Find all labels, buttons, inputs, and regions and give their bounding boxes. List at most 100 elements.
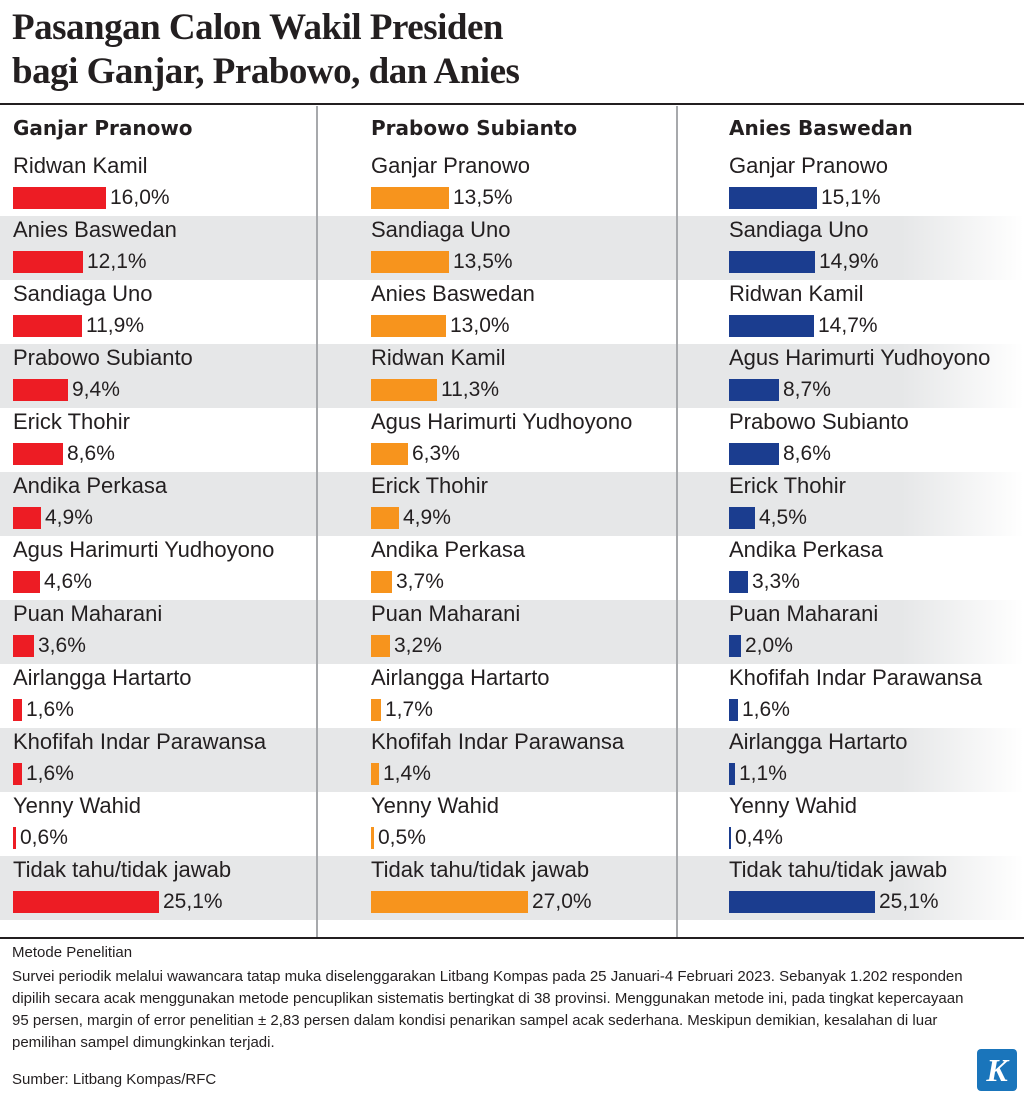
bar-label: Sandiaga Uno — [729, 217, 869, 242]
bar — [13, 443, 63, 465]
data-label: 11,3% — [441, 378, 499, 401]
data-label: 4,6% — [44, 570, 92, 593]
panel-header: Prabowo Subianto — [371, 116, 578, 140]
data-label: 3,3% — [752, 570, 800, 593]
bar-label: Prabowo Subianto — [13, 345, 193, 370]
title-line-2: bagi Ganjar, Prabowo, dan Anies — [12, 51, 520, 92]
bar-label: Prabowo Subianto — [729, 409, 909, 434]
bar-label: Khofifah Indar Parawansa — [729, 665, 983, 690]
bar-label: Erick Thohir — [371, 473, 488, 498]
data-label: 25,1% — [163, 890, 223, 913]
bar — [13, 187, 106, 209]
data-label: 0,6% — [20, 826, 68, 849]
panel-header: Anies Baswedan — [729, 116, 913, 140]
data-label: 13,5% — [453, 186, 513, 209]
bar — [13, 251, 83, 273]
bar-label: Khofifah Indar Parawansa — [371, 729, 625, 754]
bar — [729, 379, 779, 401]
bar-label: Airlangga Hartarto — [729, 729, 908, 754]
methodology-title: Metode Penelitian — [12, 944, 133, 961]
data-label: 6,3% — [412, 442, 460, 465]
bar-label: Puan Maharani — [371, 601, 521, 626]
data-label: 11,9% — [86, 314, 144, 337]
bar — [371, 443, 408, 465]
data-label: 25,1% — [879, 890, 939, 913]
bar-label: Puan Maharani — [13, 601, 163, 626]
bar — [729, 763, 735, 785]
bar-label: Ridwan Kamil — [729, 281, 864, 306]
bar-label: Anies Baswedan — [371, 281, 535, 306]
panel-header: Ganjar Pranowo — [13, 116, 193, 140]
row-stripe — [0, 344, 1024, 408]
data-label: 27,0% — [532, 890, 592, 913]
data-label: 1,6% — [26, 762, 74, 785]
bar-label: Erick Thohir — [13, 409, 130, 434]
bar-label: Airlangga Hartarto — [13, 665, 192, 690]
bar-label: Puan Maharani — [729, 601, 879, 626]
bar — [13, 891, 159, 913]
data-label: 4,9% — [45, 506, 93, 529]
data-label: 12,1% — [87, 250, 147, 273]
bar-label: Ridwan Kamil — [371, 345, 506, 370]
data-label: 13,0% — [450, 314, 510, 337]
bar — [371, 251, 449, 273]
data-label: 1,4% — [383, 762, 431, 785]
bar-label: Andika Perkasa — [13, 473, 168, 498]
data-label: 16,0% — [110, 186, 170, 209]
top-rule — [0, 103, 1024, 105]
bar-label: Sandiaga Uno — [371, 217, 511, 242]
data-label: 3,7% — [396, 570, 444, 593]
data-label: 3,6% — [38, 634, 86, 657]
bar — [13, 763, 22, 785]
bottom-rule — [0, 937, 1024, 939]
bar — [729, 187, 817, 209]
bar-label: Ganjar Pranowo — [371, 153, 530, 178]
data-label: 14,9% — [819, 250, 879, 273]
data-label: 8,6% — [67, 442, 115, 465]
data-label: 8,6% — [783, 442, 831, 465]
bar-label: Agus Harimurti Yudhoyono — [13, 537, 275, 562]
bar-label: Tidak tahu/tidak jawab — [13, 857, 232, 882]
bar — [729, 507, 755, 529]
bar — [371, 699, 381, 721]
kompas-logo: K — [977, 1049, 1017, 1091]
bar-label: Yenny Wahid — [371, 793, 500, 818]
data-label: 14,7% — [818, 314, 878, 337]
bar-label: Andika Perkasa — [729, 537, 884, 562]
bar-label: Tidak tahu/tidak jawab — [729, 857, 948, 882]
bar-label: Yenny Wahid — [13, 793, 142, 818]
data-label: 13,5% — [453, 250, 513, 273]
bar — [371, 891, 528, 913]
chart-title: Pasangan Calon Wakil Presiden bagi Ganja… — [12, 6, 912, 94]
bar-label: Andika Perkasa — [371, 537, 526, 562]
data-label: 1,6% — [26, 698, 74, 721]
data-label: 15,1% — [821, 186, 881, 209]
title-line-1: Pasangan Calon Wakil Presiden — [12, 7, 503, 48]
data-label: 1,7% — [385, 698, 433, 721]
bar — [729, 443, 779, 465]
bar-label: Erick Thohir — [729, 473, 846, 498]
data-label: 0,4% — [735, 826, 783, 849]
data-label: 0,5% — [378, 826, 426, 849]
bar — [13, 507, 41, 529]
bar — [729, 891, 875, 913]
bar-label: Sandiaga Uno — [13, 281, 153, 306]
bar-label: Agus Harimurti Yudhoyono — [371, 409, 633, 434]
bar-label: Agus Harimurti Yudhoyono — [729, 345, 991, 370]
column-divider-1 — [316, 106, 318, 937]
bar — [371, 571, 392, 593]
bar — [729, 251, 815, 273]
data-label: 2,0% — [745, 634, 793, 657]
bar-label: Yenny Wahid — [729, 793, 858, 818]
bar-label: Anies Baswedan — [13, 217, 177, 242]
bar-label: Khofifah Indar Parawansa — [13, 729, 267, 754]
bar — [13, 827, 16, 849]
data-label: 1,1% — [739, 762, 787, 785]
bar — [371, 187, 449, 209]
bar — [729, 571, 748, 593]
column-divider-2 — [676, 106, 678, 937]
row-stripe — [0, 728, 1024, 792]
data-label: 3,2% — [394, 634, 442, 657]
bar-label: Ganjar Pranowo — [729, 153, 888, 178]
data-label: 9,4% — [72, 378, 120, 401]
